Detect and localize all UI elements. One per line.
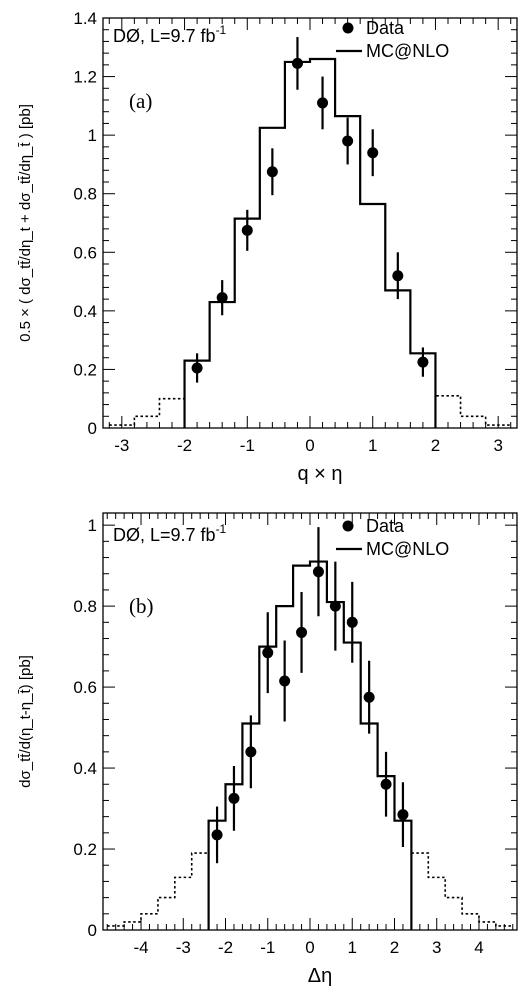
x-tick-label: 3 <box>432 938 441 957</box>
x-tick-label: 3 <box>493 436 502 455</box>
legend-mcnlo-label: MC@NLO <box>366 539 449 559</box>
data-point <box>367 147 379 159</box>
legend-data-label: Data <box>366 18 405 38</box>
data-point <box>392 270 404 282</box>
data-point <box>317 97 329 109</box>
x-tick-label: -1 <box>260 938 275 957</box>
x-tick-label: -2 <box>218 938 233 957</box>
data-point <box>397 809 409 821</box>
plot-frame <box>102 512 518 931</box>
y-tick-label: 0.6 <box>73 678 97 697</box>
mcnlo-histogram-dotted <box>107 560 513 927</box>
data-point <box>291 57 303 69</box>
y-tick-label: 0 <box>88 921 97 940</box>
x-tick-label: -3 <box>114 436 129 455</box>
y-tick-label: 1.2 <box>73 68 97 87</box>
x-tick-label: 4 <box>474 938 483 957</box>
x-tick-label: 0 <box>305 938 314 957</box>
y-tick-label: 0.4 <box>73 302 97 321</box>
data-point <box>363 691 375 703</box>
data-point <box>266 166 278 178</box>
y-tick-label: 1 <box>88 516 97 535</box>
y-tick-label: 0.4 <box>73 759 97 778</box>
y-tick-label: 1 <box>88 126 97 145</box>
mcnlo-histogram <box>183 57 437 428</box>
legend-data-marker <box>342 520 354 532</box>
panel-a: -3 -2 -1 0 1 2 3 0 0.2 0.4 0.6 0.8 1 1.2 1.4 q × η 0.5 ×… <box>17 9 518 485</box>
legend-mcnlo-label: MC@NLO <box>366 41 449 61</box>
x-tick-label: -4 <box>133 938 148 957</box>
x-tick-label: -3 <box>176 938 191 957</box>
legend-data-marker <box>342 22 354 34</box>
data-point <box>329 600 341 612</box>
x-tick-label: 0 <box>305 436 314 455</box>
panel-b: -4 -3 -2 -1 0 1 2 3 4 0 0.2 0.4 0.6 0.8 1 Δη dσ_tt̄/d(η_… <box>17 512 518 987</box>
data-point <box>262 647 274 659</box>
x-axis-label: Δη <box>308 965 332 987</box>
data-point <box>279 675 291 687</box>
data-point <box>380 778 392 790</box>
legend: Data MC@NLO <box>336 18 449 61</box>
x-tick-label: -2 <box>177 436 192 455</box>
data-point <box>191 362 203 374</box>
data-point <box>296 626 308 638</box>
experiment-label: DØ, L=9.7 fb-1 <box>113 522 227 545</box>
legend: Data MC@NLO <box>336 516 449 559</box>
data-point <box>346 616 358 628</box>
data-point <box>312 566 324 578</box>
mcnlo-histogram <box>207 560 413 930</box>
y-axis-label: 0.5 × ( dσ_tt̄/dη_t + dσ_tt̄/dη_t̄ ) [pb… <box>17 104 34 342</box>
x-axis-label: q × η <box>297 463 342 485</box>
y-tick-label: 0.2 <box>73 360 97 379</box>
data-point <box>228 792 240 804</box>
data-point <box>245 746 257 758</box>
y-tick-label: 0 <box>88 419 97 438</box>
x-tick-label: 2 <box>431 436 440 455</box>
plot-frame <box>102 17 518 429</box>
y-tick-label: 0.6 <box>73 243 97 262</box>
panel-label: (a) <box>129 89 152 113</box>
y-tick-label: 0.8 <box>73 597 97 616</box>
y-tick-label: 0.2 <box>73 840 97 859</box>
data-point <box>211 829 223 841</box>
data-point <box>417 356 429 368</box>
panel-label: (b) <box>129 594 154 618</box>
data-point <box>241 224 253 236</box>
data-point <box>342 135 354 147</box>
y-tick-label: 1.4 <box>73 9 97 28</box>
x-tick-label: -1 <box>240 436 255 455</box>
x-tick-label: 2 <box>390 938 399 957</box>
y-axis-label: dσ_tt̄/d(η_t-η_t̄) [pb] <box>17 655 34 788</box>
data-point <box>216 292 228 304</box>
legend-data-label: Data <box>366 516 405 536</box>
experiment-label: DØ, L=9.7 fb-1 <box>113 23 227 46</box>
mcnlo-histogram-dotted <box>109 58 511 426</box>
x-tick-label: 1 <box>348 938 357 957</box>
x-tick-label: 1 <box>368 436 377 455</box>
y-tick-label: 0.8 <box>73 185 97 204</box>
